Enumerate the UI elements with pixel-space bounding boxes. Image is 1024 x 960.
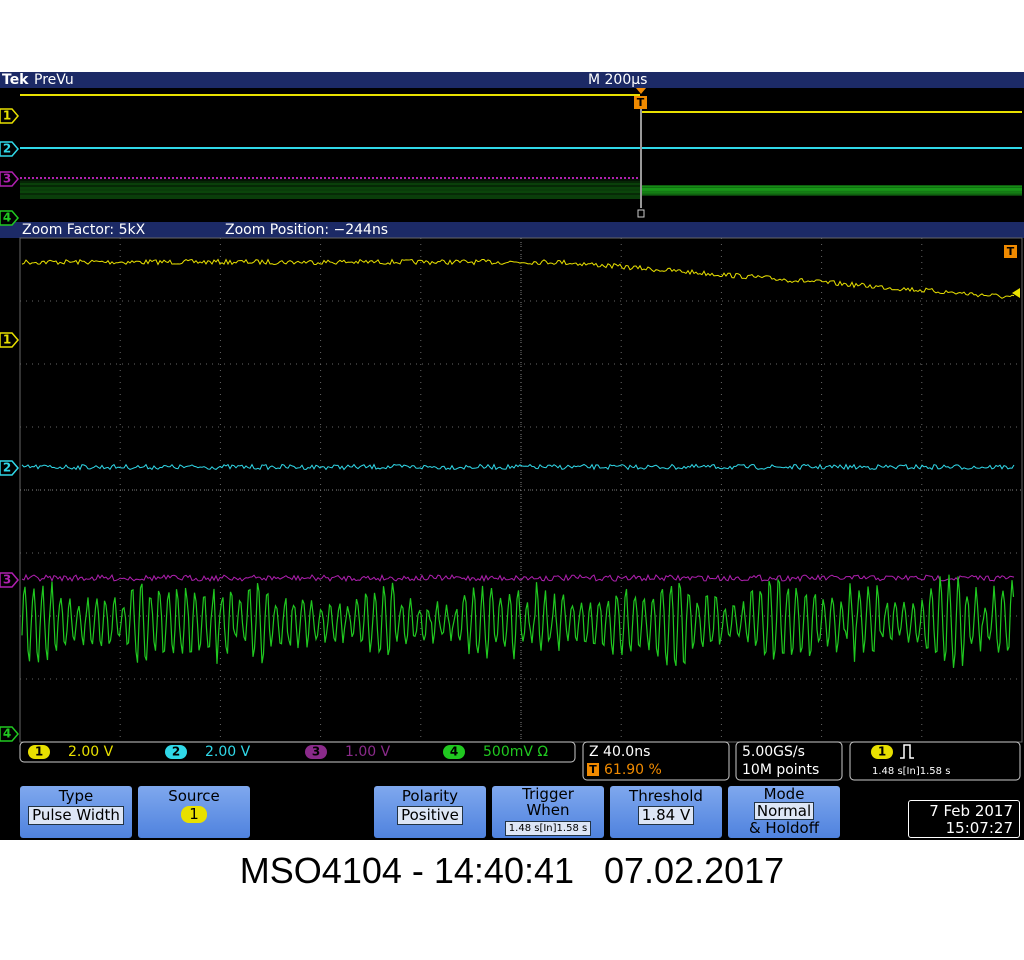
channel-readout-box: [19, 741, 576, 763]
channel-badge: [443, 745, 465, 759]
channel-marker-label: 2: [3, 142, 11, 156]
timebase: M 200µs: [588, 72, 647, 88]
menu-source[interactable]: Source 1: [138, 786, 250, 838]
channel-marker: [0, 141, 19, 157]
channel-marker-label: 4: [3, 727, 11, 741]
date-time: 7 Feb 2017 15:07:27: [908, 800, 1020, 838]
zoom-box: [637, 209, 645, 218]
trigger-level: [1012, 288, 1020, 298]
channel-scale: 2.00 V: [205, 744, 251, 760]
menu-value: 1.84 V: [637, 806, 695, 825]
trigger-icon-label: T: [589, 763, 597, 776]
menu-mode[interactable]: Mode Normal & Holdoff: [728, 786, 840, 838]
menu-trigger-when[interactable]: Trigger When 1.48 s[In]1.58 s: [492, 786, 604, 838]
trigger-marker: [1004, 245, 1017, 258]
channel-badge-label: 4: [450, 745, 458, 759]
screen-bg: [0, 72, 1024, 840]
menu-label: Type: [58, 787, 94, 805]
zoom-position: Zoom Position: −244ns: [225, 222, 388, 238]
trigger-marker-label: T: [637, 96, 645, 109]
channel-marker-label: 1: [3, 109, 11, 123]
trigger-marker: [634, 96, 647, 109]
channel-marker-label: 2: [3, 461, 11, 475]
zoom-bar: [0, 222, 1024, 238]
menu-value: Normal: [753, 802, 815, 820]
trigger-position: [636, 88, 646, 94]
zoom-scale: Z 40.0ns: [589, 744, 650, 760]
wave-ch3: [21, 573, 1015, 583]
channel-badge-label: 3: [312, 745, 320, 759]
menu-label: Trigger When: [522, 785, 574, 819]
channel-marker: [0, 210, 19, 226]
time: 15:07:27: [945, 819, 1013, 837]
channel-readouts: 1 2.00 V 2 2.00 V 3 1.00 V 4 500mV Ω: [28, 744, 548, 760]
top-bar: [0, 72, 1024, 88]
sample-rate: 5.00GS/s: [742, 744, 805, 760]
menu-value: Pulse Width: [28, 806, 124, 825]
wave-ch4: [21, 574, 1015, 668]
channel-marker: [0, 332, 19, 348]
channel-marker: [0, 460, 19, 476]
channel-markers: 1 2 3 4 1 2 3 4: [0, 108, 19, 742]
wave-ch1: [21, 258, 1015, 299]
trigger-marker-label: T: [1007, 245, 1015, 258]
channel-marker: [0, 108, 19, 124]
graticule: [19, 237, 1023, 743]
channel-marker-label: 3: [3, 172, 11, 186]
menu-polarity[interactable]: Polarity Positive: [374, 786, 486, 838]
channel-marker: [0, 572, 19, 588]
acq-readout-box: [735, 741, 843, 781]
channel-scale: 500mV Ω: [483, 744, 548, 760]
menu-threshold[interactable]: Threshold 1.84 V: [610, 786, 722, 838]
channel-marker-label: 1: [3, 333, 11, 347]
wave-ch2: [21, 463, 1015, 471]
channel-badge: [305, 745, 327, 759]
brand: Tek: [2, 72, 29, 88]
menu-label: Threshold: [629, 787, 703, 805]
menu-extra: & Holdoff: [748, 819, 820, 837]
record-length: 10M points: [742, 762, 819, 778]
menu-type[interactable]: Type Pulse Width: [20, 786, 132, 838]
channel-badge: [165, 745, 187, 759]
zoom-factor: Zoom Factor: 5kX: [22, 222, 146, 238]
pulse-icon: [900, 744, 914, 759]
waveforms: T: [21, 245, 1020, 668]
zoom-percent: 61.90 %: [604, 762, 662, 778]
trigger-source: 1: [878, 745, 886, 759]
menu-label: Source: [168, 787, 220, 805]
zoom-readout-box: [582, 741, 730, 781]
menu-value: 1: [181, 806, 207, 823]
channel-scale: 1.00 V: [345, 744, 391, 760]
channel-scale: 2.00 V: [68, 744, 114, 760]
menu-value: Positive: [397, 806, 463, 825]
menu-label: Polarity: [401, 787, 459, 805]
channel-marker: [0, 726, 19, 742]
channel-badge-label: 1: [35, 745, 43, 759]
trigger-source-badge: [871, 745, 893, 759]
menu-value: 1.48 s[In]1.58 s: [504, 821, 592, 836]
channel-marker-label: 3: [3, 573, 11, 587]
caption: MSO4104 - 14:40:41 07.02.2017: [239, 850, 785, 891]
channel-badge: [28, 745, 50, 759]
trigger-icon: [587, 763, 599, 776]
menu-label: Mode: [763, 785, 805, 803]
mode: PreVu: [34, 72, 74, 88]
scope-screen: Tek PreVu M 200µs Zoom Factor: 5kX Zoom …: [0, 72, 1024, 840]
date: 7 Feb 2017: [929, 802, 1013, 820]
channel-marker-label: 4: [3, 211, 11, 225]
trigger-time: 1.48 s[In]1.58 s: [872, 766, 950, 777]
overview: T: [20, 88, 1022, 218]
channel-marker: [0, 171, 19, 187]
channel-badge-label: 2: [172, 745, 180, 759]
